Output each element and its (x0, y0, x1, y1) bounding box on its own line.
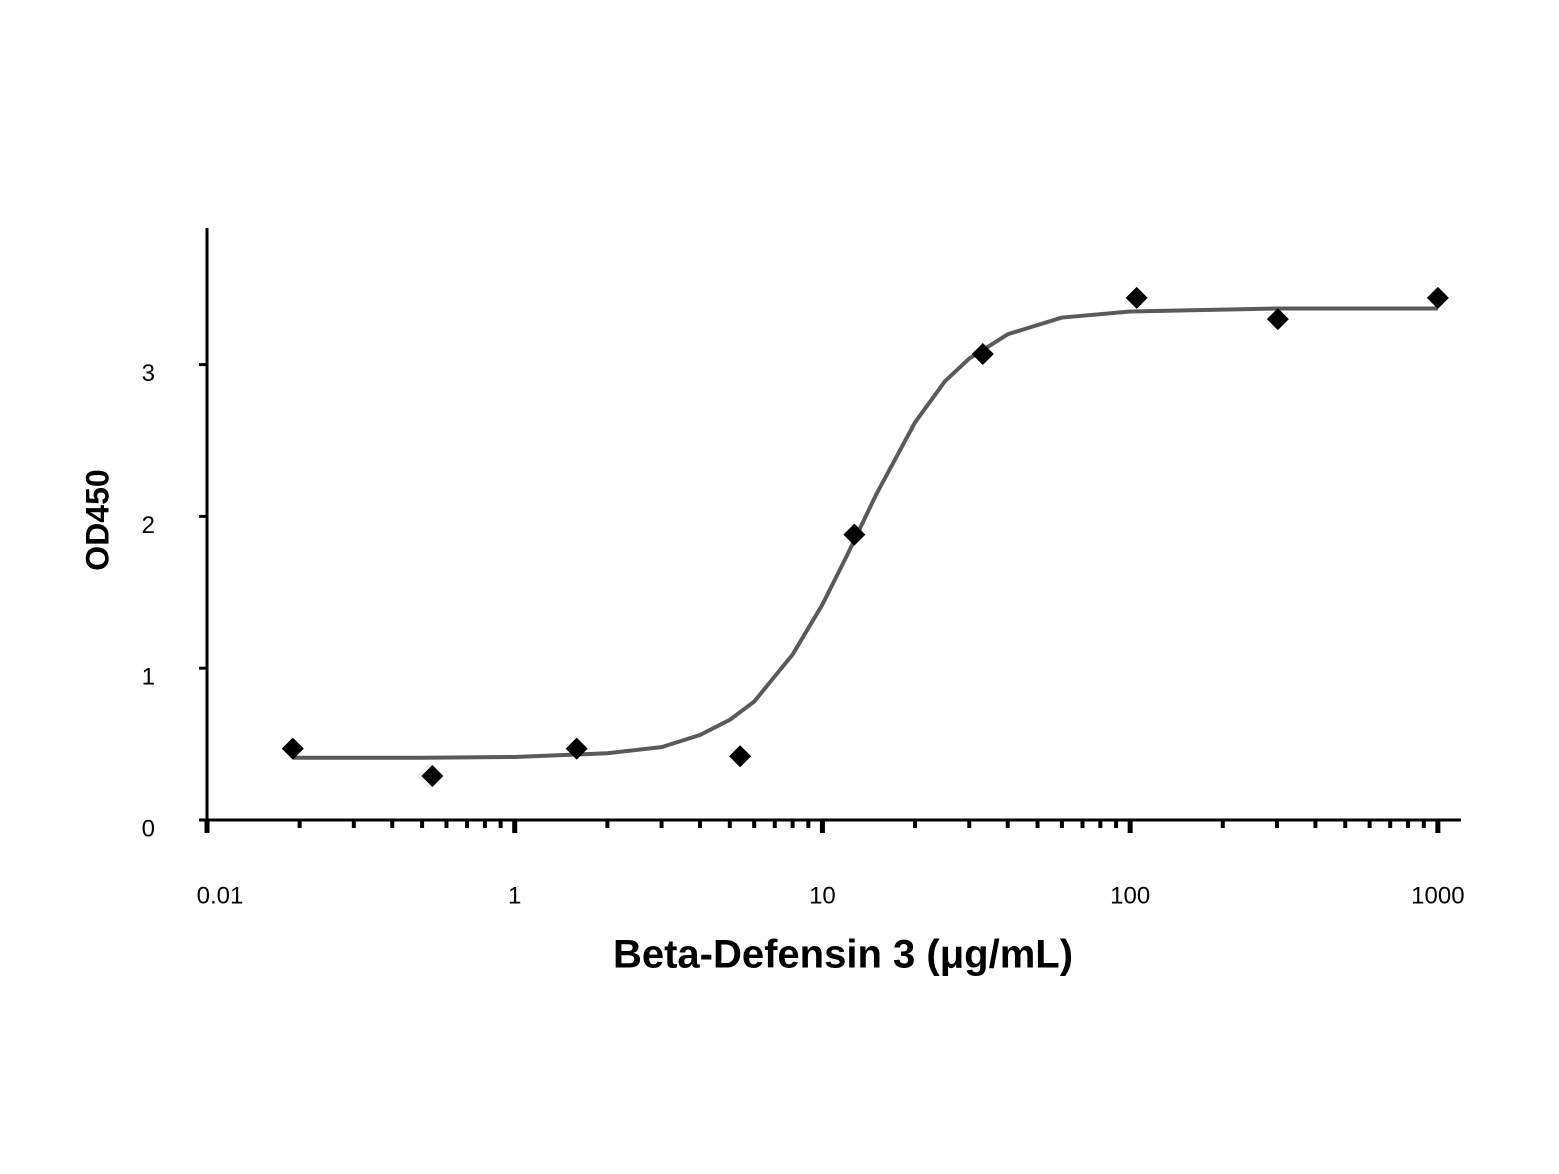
y-tick-label: 3 (142, 360, 155, 387)
x-tick-label: 1000 (1411, 882, 1464, 909)
y-axis-title: OD450 (79, 469, 115, 570)
y-tick-label: 2 (142, 512, 155, 539)
data-point (1125, 286, 1148, 309)
x-tick-label: 100 (1110, 882, 1150, 909)
x-tick-label: 10 (809, 882, 836, 909)
data-point (1426, 286, 1449, 309)
x-tick-label: 1 (508, 882, 521, 909)
data-point (1266, 308, 1289, 331)
data-point (421, 764, 444, 787)
y-tick-label: 0 (142, 815, 155, 842)
y-tick-label: 1 (142, 664, 155, 691)
data-point (281, 737, 304, 760)
x-tick-label: 0.01 (197, 882, 244, 909)
x-axis-title: Beta-Defensin 3 (μg/mL) (613, 933, 1073, 977)
fit-curve (292, 306, 1438, 760)
data-point (565, 737, 588, 760)
data-point (843, 523, 866, 546)
data-point (729, 745, 752, 768)
data-point (971, 342, 994, 365)
